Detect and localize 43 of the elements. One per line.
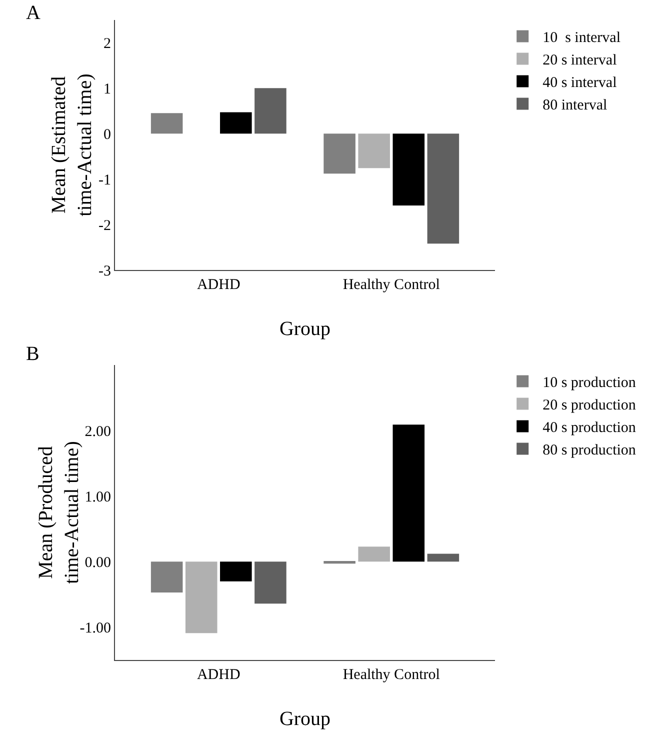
bar	[324, 561, 356, 564]
y-tick-label: -1	[98, 172, 111, 188]
bar	[392, 134, 425, 206]
text: B	[26, 343, 40, 365]
legend-label: 80 s production	[542, 442, 636, 459]
x-axis-title: Group	[279, 318, 331, 340]
x-tick-label: ADHD	[196, 667, 240, 683]
legend-label: 80 interval	[542, 98, 608, 114]
legend-label: 40 s interval	[542, 75, 617, 92]
bar	[392, 424, 425, 562]
bar	[358, 546, 390, 562]
bar	[324, 134, 356, 174]
y-tick-label: 0	[104, 126, 111, 143]
bar	[150, 113, 183, 134]
legend-label: 10 s interval	[542, 30, 621, 46]
x-tick-label: Healthy Control	[342, 277, 440, 293]
legend-label: 20 s production	[542, 398, 636, 414]
bar	[185, 562, 218, 634]
y-tick-label: -3	[98, 263, 111, 280]
y-tick-label: 1.00	[84, 489, 111, 506]
bar	[358, 134, 390, 168]
legend-label: 40 s production	[542, 420, 636, 436]
bar	[150, 562, 183, 592]
y-tick-label: -2	[98, 218, 111, 234]
bar	[220, 112, 252, 134]
x-tick-label: ADHD	[196, 277, 240, 293]
bar	[254, 562, 286, 604]
bar	[220, 562, 252, 582]
y-axis-title: Mean (Estimated time-Actual time)	[48, 74, 96, 216]
legend-label: 10 s production	[542, 375, 636, 392]
y-axis-title: Mean (Produced time-Actual time)	[34, 441, 83, 584]
bar	[427, 134, 460, 244]
y-tick-label: -1.00	[80, 620, 111, 636]
bar	[427, 554, 460, 562]
y-tick-label: 0.00	[84, 554, 111, 571]
bar	[254, 88, 286, 134]
y-tick-label: 1	[104, 81, 111, 98]
x-tick-label: Healthy Control	[342, 667, 440, 683]
legend-label: 20 s interval	[542, 52, 617, 69]
y-tick-label: 2	[104, 36, 111, 52]
y-tick-label: 2.00	[84, 424, 111, 440]
text: A	[26, 2, 41, 24]
x-axis-title: Group	[279, 708, 331, 730]
